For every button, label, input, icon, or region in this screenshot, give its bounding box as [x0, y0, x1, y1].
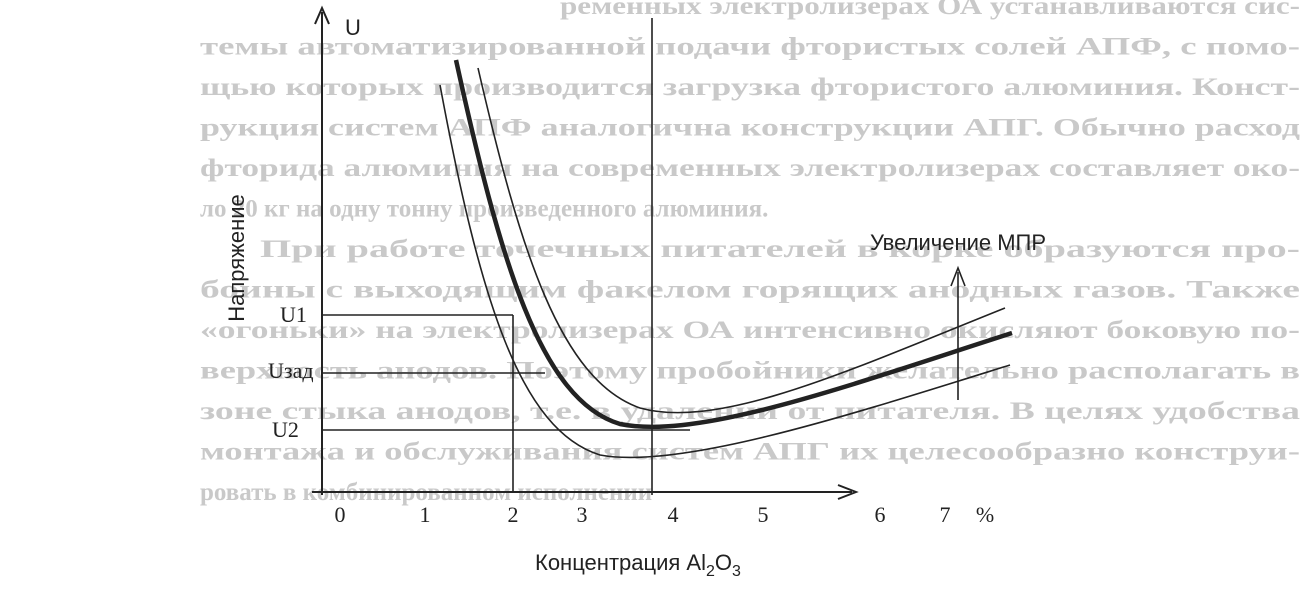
background-line: темы автоматизированной подачи фтористых…	[200, 34, 1300, 61]
x-label-main: Концентрация Al	[535, 550, 706, 575]
background-line: верхность анодов. Поэтому пробойники жел…	[200, 358, 1300, 385]
x-axis-label: Концентрация Al2O3	[535, 550, 741, 580]
x-tick-label: 4	[668, 502, 679, 527]
y-level: Uзад	[268, 358, 314, 383]
y-level: U2	[272, 417, 299, 442]
main-curve	[453, 59, 1013, 429]
background-line: «огоньки» на электролизерах ОА интенсивн…	[200, 317, 1300, 344]
upper-curve	[477, 67, 1006, 414]
x-label-mid: O	[715, 550, 732, 575]
y-axis-label: Напряжение	[224, 194, 249, 322]
x-tick-label: 5	[758, 502, 769, 527]
background-text: ременных электролизерах ОА устанавливают…	[200, 0, 1301, 506]
y-symbol: U	[345, 15, 361, 40]
background-line: При работе точечных питателей в корке об…	[260, 236, 1300, 263]
x-label-sub: 3	[732, 563, 741, 580]
background-line: ременных электролизерах ОА устанавливают…	[560, 0, 1300, 20]
background-line: рукция систем АПФ аналогична конструкции…	[200, 115, 1300, 142]
x-tick-label: 2	[508, 502, 519, 527]
x-tick-label: 7	[940, 502, 951, 527]
x-label-sub: 2	[706, 563, 715, 580]
background-line: фторида алюминия на современных электрол…	[200, 155, 1300, 182]
x-unit: %	[976, 502, 994, 527]
background-line: щью которых производится загрузка фторис…	[200, 74, 1300, 101]
y-arrow	[314, 5, 330, 25]
background-line: монтажа и обслуживания систем АПГ их цел…	[200, 439, 1300, 466]
y-level: U1	[280, 302, 307, 327]
annotation: Увеличение МПР	[870, 230, 1046, 255]
lower-curve	[439, 84, 1011, 459]
x-tick-label: 3	[577, 502, 588, 527]
diagram: U Напряжение U1 Uзад U2 Увеличение МПР 0…	[224, 5, 1046, 580]
increase-arrowhead	[950, 265, 966, 287]
x-tick-label: 0	[335, 502, 346, 527]
x-tick-label: 1	[420, 502, 431, 527]
x-tick-label: 6	[875, 502, 886, 527]
background-line: боины с выходящим факелом горящих анодны…	[200, 277, 1300, 304]
background-line: ло 20 кг на одну тонну произведенного ал…	[200, 196, 768, 223]
x-arrow	[837, 484, 859, 500]
